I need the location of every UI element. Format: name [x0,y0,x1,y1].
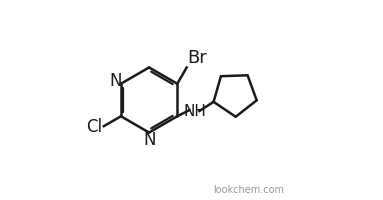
Text: lookchem.com: lookchem.com [213,185,284,195]
Text: N: N [144,131,156,149]
Text: Cl: Cl [86,118,102,136]
Text: N: N [109,72,122,90]
Text: Br: Br [188,49,207,67]
Text: NH: NH [183,104,206,119]
